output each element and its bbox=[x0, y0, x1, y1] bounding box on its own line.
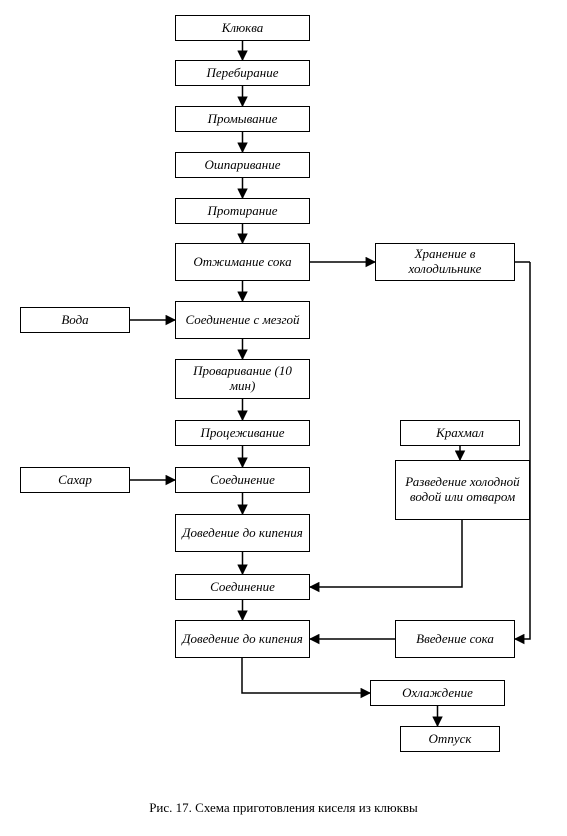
node-n12: Крахмал bbox=[400, 420, 520, 446]
node-n11: Процеживание bbox=[175, 420, 310, 446]
edge bbox=[515, 262, 530, 639]
node-n7: Хранение в холодильнике bbox=[375, 243, 515, 281]
node-n2: Перебирание bbox=[175, 60, 310, 86]
edge bbox=[242, 658, 370, 693]
node-n4: Ошпаривание bbox=[175, 152, 310, 178]
node-n6: Отжимание сока bbox=[175, 243, 310, 281]
node-n14: Соединение bbox=[175, 467, 310, 493]
node-n9: Соединение с мезгой bbox=[175, 301, 310, 339]
flowchart-canvas: Клюква Перебирание Промывание Ошпаривание Пр… bbox=[0, 0, 567, 836]
node-n15: Разведение холодной водой или отваром bbox=[395, 460, 530, 520]
node-n21: Отпуск bbox=[400, 726, 500, 752]
edge bbox=[310, 520, 462, 587]
node-n10: Проваривание (10 мин) bbox=[175, 359, 310, 399]
node-n1: Клюква bbox=[175, 15, 310, 41]
node-n20: Охлаждение bbox=[370, 680, 505, 706]
figure-caption: Рис. 17. Схема приготовления киселя из к… bbox=[0, 800, 567, 816]
node-n18: Доведение до кипения bbox=[175, 620, 310, 658]
node-n13: Сахар bbox=[20, 467, 130, 493]
node-n19: Введение сока bbox=[395, 620, 515, 658]
node-n8: Вода bbox=[20, 307, 130, 333]
node-n17: Соединение bbox=[175, 574, 310, 600]
node-n5: Протирание bbox=[175, 198, 310, 224]
node-n16: Доведение до кипения bbox=[175, 514, 310, 552]
node-n3: Промывание bbox=[175, 106, 310, 132]
